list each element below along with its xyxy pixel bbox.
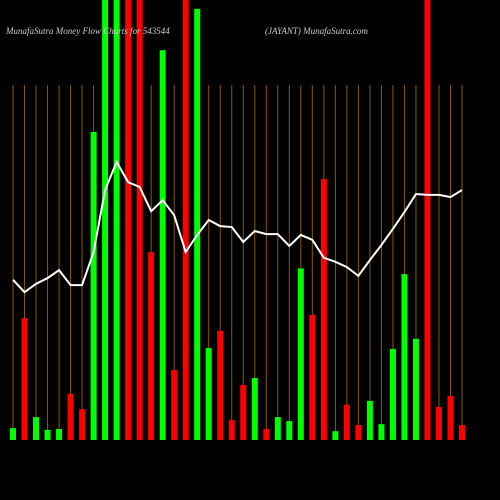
bar bbox=[378, 424, 385, 440]
bar bbox=[159, 50, 166, 440]
bar bbox=[297, 268, 304, 440]
bar bbox=[136, 0, 143, 440]
bar bbox=[309, 315, 316, 440]
bar bbox=[263, 429, 270, 440]
bar bbox=[205, 348, 212, 440]
bar bbox=[366, 400, 373, 440]
bar bbox=[355, 425, 362, 440]
bar bbox=[424, 0, 431, 440]
bar bbox=[389, 348, 396, 440]
bar bbox=[240, 385, 247, 440]
bar bbox=[412, 338, 419, 440]
bar bbox=[171, 370, 178, 440]
bar bbox=[332, 431, 339, 440]
bar bbox=[182, 0, 189, 440]
bar bbox=[148, 252, 155, 440]
bar bbox=[228, 420, 235, 440]
bar bbox=[113, 0, 120, 440]
bar bbox=[56, 429, 63, 440]
bar bbox=[194, 8, 201, 441]
bar bbox=[33, 417, 40, 440]
bar bbox=[435, 407, 442, 440]
bar bbox=[217, 330, 224, 440]
bar bbox=[320, 179, 327, 440]
bar bbox=[401, 274, 408, 440]
bar bbox=[459, 425, 466, 440]
bar bbox=[125, 0, 132, 440]
bar bbox=[44, 429, 51, 440]
bar bbox=[79, 409, 86, 440]
chart-title: MunafaSutra Money Flow Charts for 543544 bbox=[5, 26, 170, 36]
bar bbox=[286, 421, 293, 440]
bar bbox=[274, 417, 281, 440]
plot bbox=[10, 0, 466, 441]
bar bbox=[90, 132, 97, 440]
line bbox=[12, 159, 463, 294]
bar bbox=[251, 377, 258, 440]
bar bbox=[10, 428, 16, 440]
chart-subtitle: (JAYANT) MunafaSutra.com bbox=[265, 26, 368, 36]
bar bbox=[21, 318, 28, 440]
bar bbox=[67, 393, 74, 440]
bar bbox=[343, 404, 350, 440]
bar bbox=[102, 0, 109, 440]
bar bbox=[447, 396, 454, 440]
